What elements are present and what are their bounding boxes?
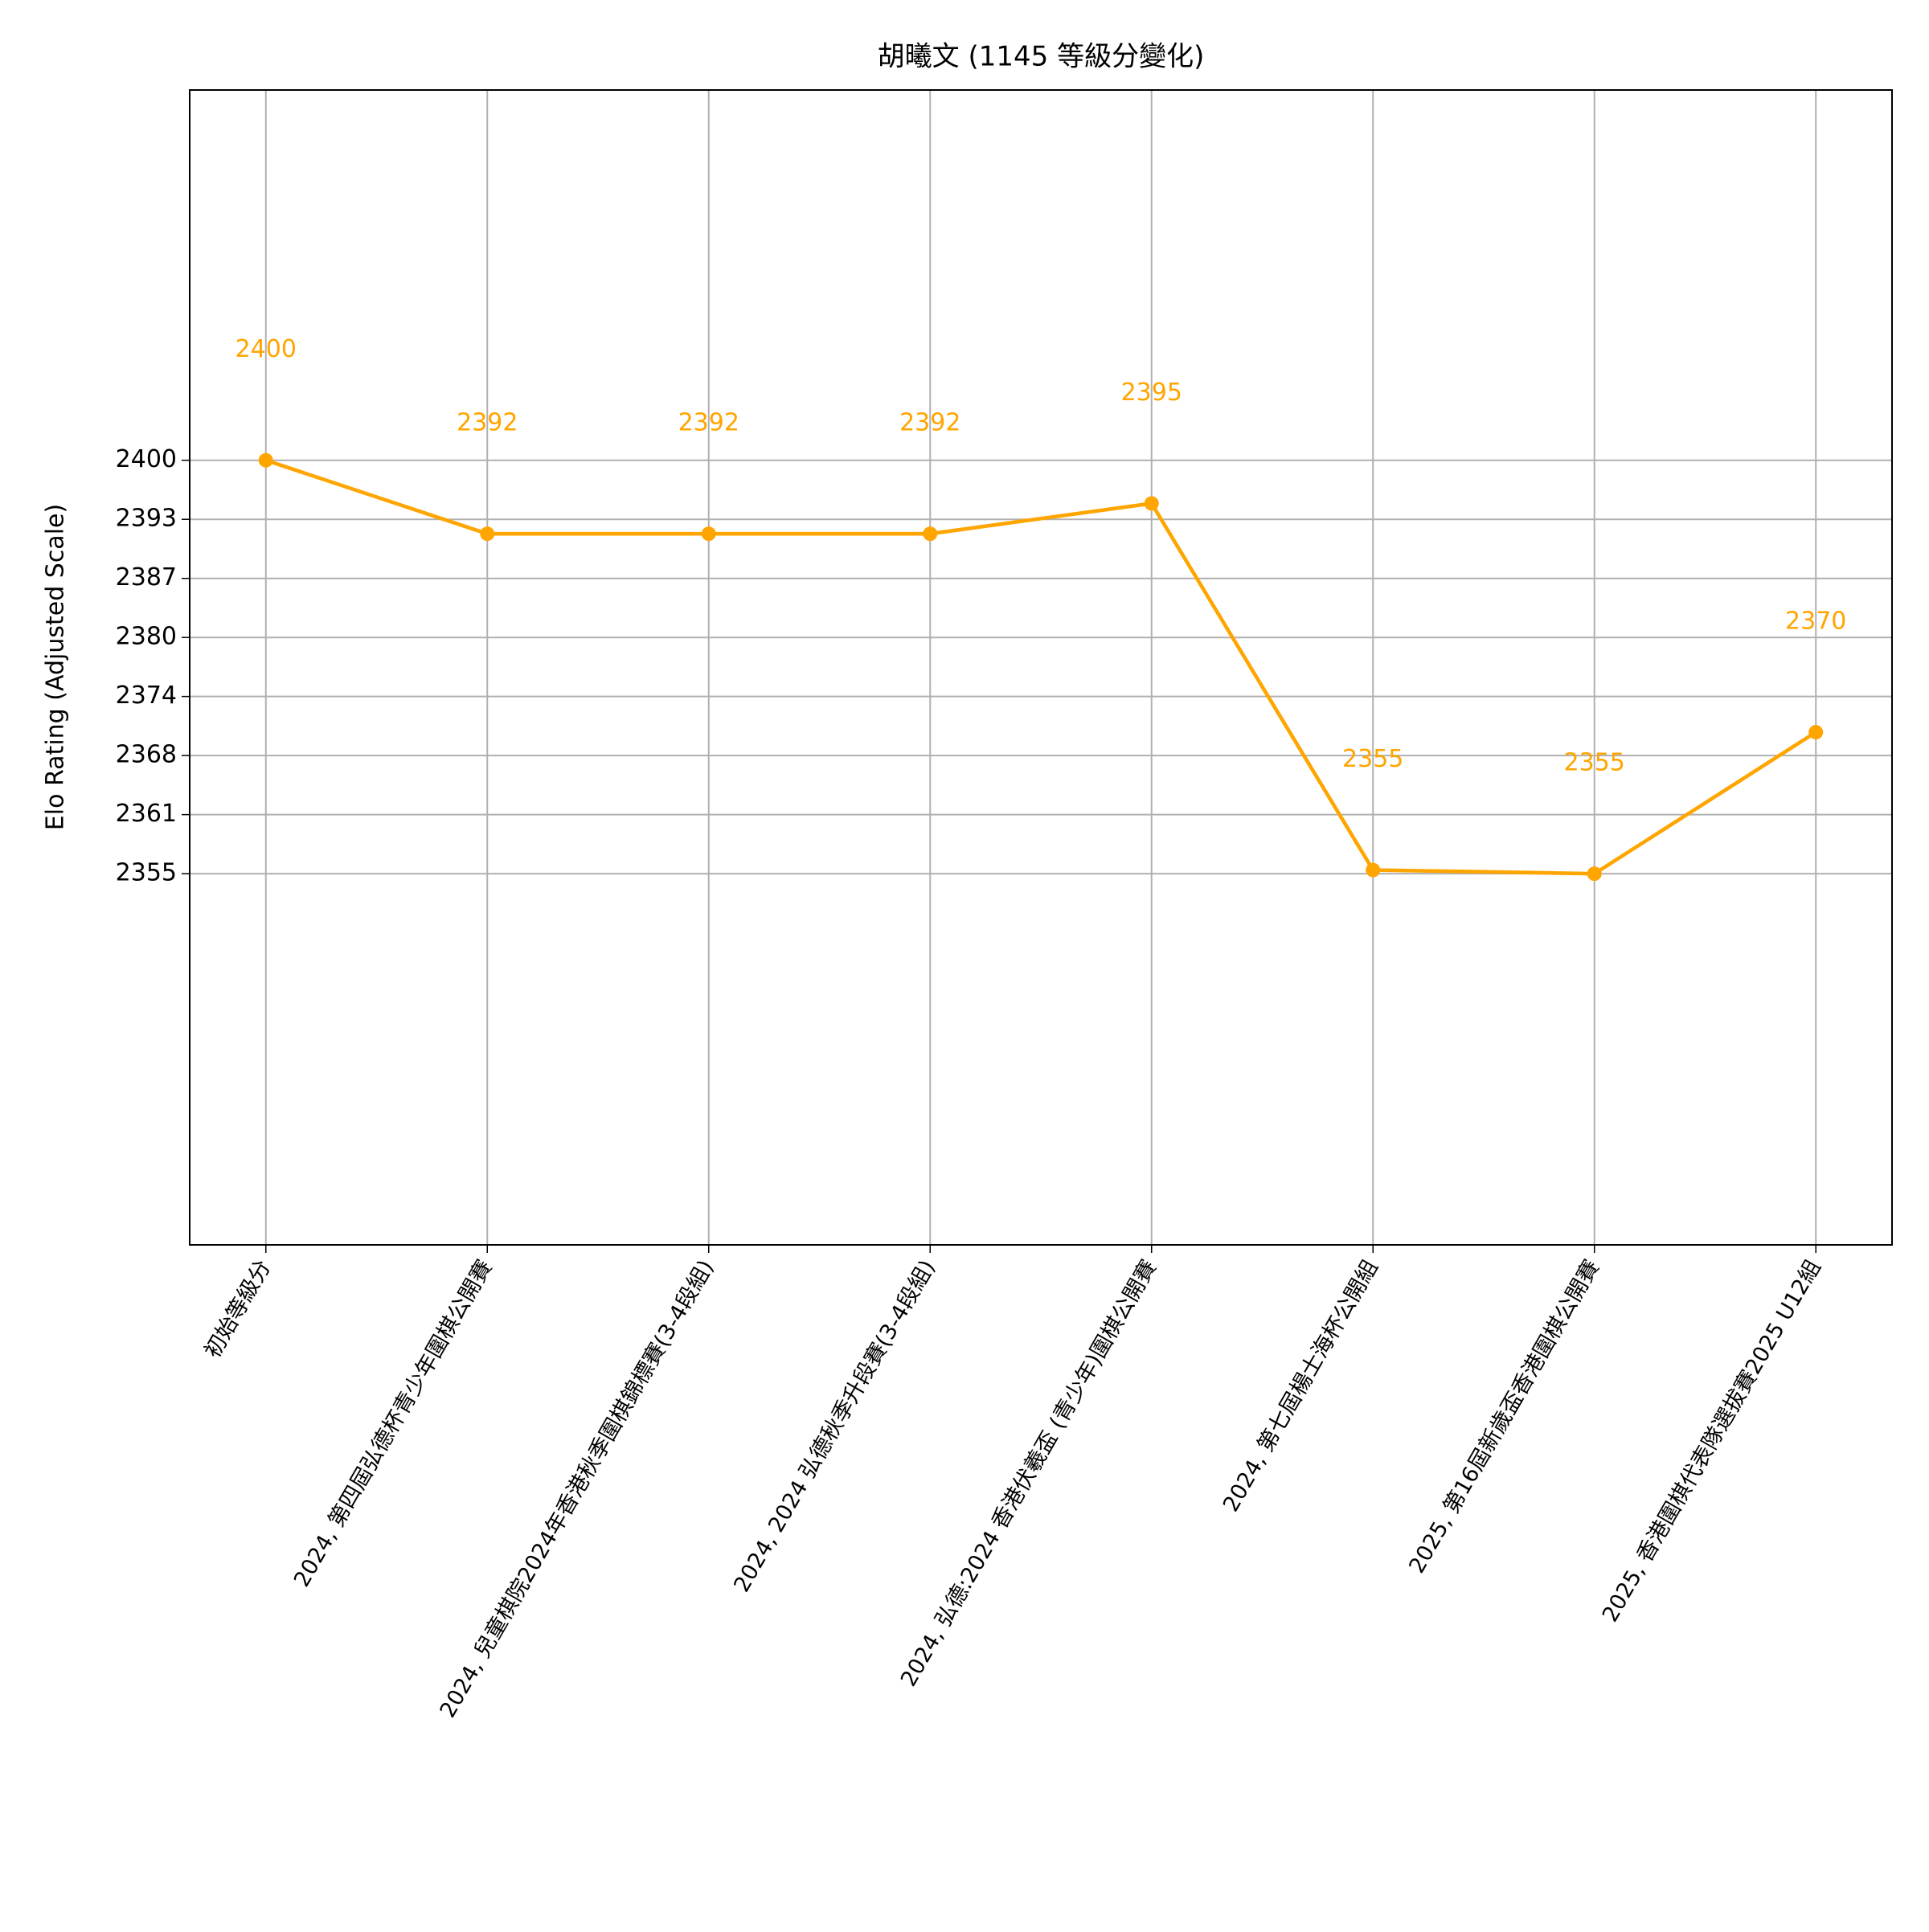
x-tick-label: 2025, 香港圍棋代表隊選拔賽2025 U12組: [1598, 1256, 1826, 1627]
data-point: [258, 452, 273, 468]
x-tick-label: 初始等級分: [200, 1256, 276, 1362]
data-label: 2395: [1121, 379, 1182, 407]
y-tick-label: 2361: [116, 800, 177, 828]
y-tick-label: 2368: [116, 741, 177, 769]
x-tick-label: 2024, 第四屆弘德杯青少年圍棋公開賽: [289, 1256, 498, 1591]
y-axis-label: Elo Rating (Adjusted Scale): [42, 504, 70, 830]
x-tick-label: 2024, 弘德:2024 香港伏羲盃 (青少年)圍棋公開賽: [896, 1256, 1161, 1691]
data-label: 2392: [457, 409, 518, 437]
data-label: 2392: [899, 409, 960, 437]
data-point: [923, 526, 938, 542]
data-point: [480, 526, 495, 542]
data-point: [1144, 496, 1159, 511]
data-label: 2370: [1785, 608, 1846, 636]
y-tick-label: 2374: [116, 682, 177, 710]
x-tick-label: 2024, 2024 弘德秋季升段賽(3-4段組): [729, 1256, 940, 1597]
y-tick-label: 2380: [116, 623, 177, 651]
y-tick-label: 2400: [116, 445, 177, 473]
data-label: 2400: [235, 335, 297, 363]
series-line: [265, 458, 1817, 876]
data-label: 2392: [678, 409, 739, 437]
x-tick-label: 2025, 第16屆新歲盃香港圍棋公開賽: [1404, 1256, 1604, 1578]
data-point: [701, 526, 716, 542]
plot-frame: [189, 89, 1893, 1246]
chart-title: 胡曦文 (1145 等級分變化): [878, 41, 1205, 73]
y-tick-label: 2387: [116, 563, 177, 591]
data-point: [1366, 862, 1381, 878]
data-point: [1808, 725, 1824, 740]
y-tick-label: 2355: [116, 859, 177, 887]
x-tick-label: 2024, 兒童棋院2024年香港秋季圍棋錦標賽(3-4段組): [436, 1256, 719, 1722]
data-label: 2355: [1342, 745, 1403, 773]
data-label: 2355: [1564, 749, 1625, 777]
data-point: [1587, 866, 1602, 882]
x-tick-label: 2024, 第七屆楊士海杯公開組: [1218, 1256, 1383, 1517]
y-tick-label: 2393: [116, 505, 177, 533]
